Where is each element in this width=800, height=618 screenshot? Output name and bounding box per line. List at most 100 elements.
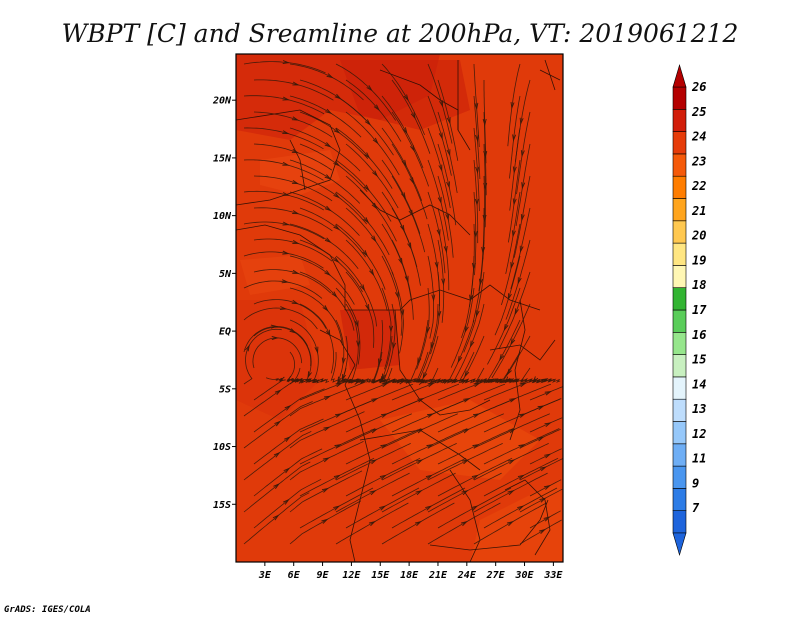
colorbar-cell	[672, 331, 687, 355]
streamline-arrow	[543, 516, 551, 522]
streamline	[289, 159, 361, 204]
colorbar-cell	[672, 198, 687, 222]
streamline-arrow	[475, 310, 480, 318]
streamline	[289, 127, 361, 172]
streamline-arrow	[291, 299, 300, 305]
streamline-arrow	[334, 443, 342, 449]
streamline	[253, 388, 325, 433]
streamline	[289, 319, 319, 384]
streamline	[427, 159, 449, 241]
streamline-arrow	[369, 269, 375, 277]
streamline-arrow	[409, 144, 415, 153]
streamline-arrow	[379, 505, 387, 511]
streamline-arrow	[512, 198, 517, 206]
streamline	[335, 95, 394, 156]
streamline	[420, 335, 442, 384]
streamline	[299, 428, 376, 465]
streamline	[430, 271, 441, 355]
streamline	[437, 378, 502, 401]
streamline-arrow	[417, 357, 422, 365]
colorbar-cell	[672, 265, 687, 288]
streamline	[289, 191, 360, 236]
streamline	[519, 519, 562, 545]
streamline-arrow	[324, 174, 332, 180]
streamline-arrow	[517, 505, 525, 511]
streamline-arrow	[521, 182, 526, 190]
streamline	[341, 367, 383, 384]
streamline	[335, 413, 412, 449]
lat-tick-label: EQ	[219, 327, 231, 338]
streamline-arrow	[270, 324, 279, 329]
streamline-arrow	[462, 459, 470, 465]
streamline	[243, 461, 311, 513]
lat-tick-label: 10S	[213, 442, 231, 453]
map-panel: 20N 15N 10N 5N EQ 5S 10S 15S 3E 6E 9E 12E 15E 18E 21E…	[212, 53, 564, 581]
streamline-arrow	[519, 117, 524, 126]
streamline-arrow	[380, 376, 385, 384]
streamline-arrow	[273, 483, 281, 490]
colorbar-cell	[672, 510, 687, 534]
streamline-arrow	[291, 179, 300, 185]
streamline	[508, 159, 521, 243]
streamline	[427, 63, 453, 144]
streamline	[243, 159, 324, 181]
streamline	[253, 79, 334, 101]
streamline	[253, 448, 323, 497]
streamline-arrow	[481, 246, 486, 255]
colorbar-cell	[672, 398, 687, 422]
streamline-arrow	[473, 230, 478, 239]
streamline	[437, 143, 457, 226]
streamline	[345, 457, 421, 497]
streamline-arrow	[282, 221, 290, 226]
streamline	[427, 413, 504, 449]
streamline-arrow	[436, 229, 441, 237]
streamline	[437, 239, 445, 323]
grads-credit: GrADS: IGES/COLA	[4, 605, 91, 615]
lon-tick-label: 15E	[371, 570, 390, 581]
streamline	[473, 443, 549, 481]
streamline-arrow	[438, 132, 443, 140]
streamline	[483, 143, 486, 228]
streamline	[345, 378, 411, 401]
streamline	[391, 111, 429, 187]
streamline	[529, 479, 562, 497]
streamline	[381, 287, 392, 370]
streamline-arrow	[463, 397, 471, 403]
lon-tick-label: 33E	[543, 570, 563, 581]
streamline-arrow	[398, 380, 406, 385]
streamline-arrow	[371, 397, 379, 403]
streamline-arrow	[284, 436, 291, 442]
colorbar-label: 9	[692, 476, 699, 490]
lon-tick-label: 24E	[457, 570, 477, 581]
streamline	[513, 175, 531, 258]
streamline-arrow	[335, 382, 343, 388]
streamline	[381, 443, 457, 481]
streamline-arrow	[372, 170, 379, 178]
lat-tick-label: 5N	[219, 269, 232, 280]
streamline-arrow	[371, 202, 378, 210]
streamline-arrow	[422, 372, 428, 380]
streamline-arrow	[273, 451, 281, 458]
streamline-arrow	[414, 520, 423, 527]
lon-tick-label: 3E	[258, 570, 272, 581]
colorbar-cell	[672, 175, 687, 199]
streamline	[382, 303, 396, 383]
streamline-arrow	[460, 520, 469, 527]
streamline-arrow	[321, 518, 329, 524]
colorbar-cell	[672, 354, 687, 378]
streamline-arrow	[291, 148, 300, 154]
streamline	[509, 127, 521, 211]
streamline-arrow	[380, 413, 389, 418]
streamline	[498, 271, 531, 350]
streamline-arrow	[281, 279, 290, 284]
streamline	[473, 159, 479, 244]
streamline	[299, 378, 365, 401]
lon-tick-label: 30E	[514, 570, 534, 581]
streamline-arrow	[333, 160, 341, 167]
streamline-arrow	[363, 217, 370, 224]
streamline	[289, 470, 363, 513]
streamline-arrow	[403, 94, 409, 102]
streamline	[253, 299, 327, 329]
streamline	[505, 239, 531, 320]
streamline-arrow	[284, 404, 292, 411]
